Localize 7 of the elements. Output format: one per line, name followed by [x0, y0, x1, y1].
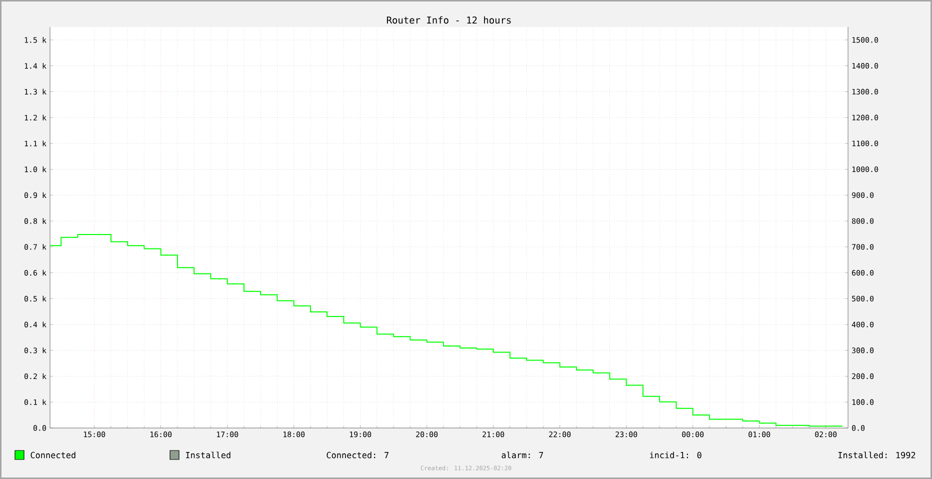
text: incid-1: 0	[650, 452, 702, 458]
legend-label: Installed	[186, 452, 230, 458]
text: alarm: 7	[502, 452, 544, 458]
legend-label: Connected	[30, 452, 76, 458]
text: Connected: 7	[326, 452, 388, 458]
chart-title: Router Info - 12 hours	[386, 16, 511, 24]
text: Installed: 1992	[838, 452, 916, 458]
